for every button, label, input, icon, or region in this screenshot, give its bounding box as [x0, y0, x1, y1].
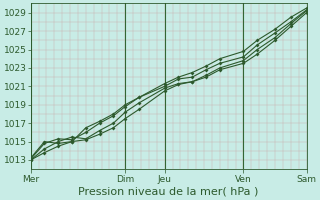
X-axis label: Pression niveau de la mer( hPa ): Pression niveau de la mer( hPa ): [78, 187, 259, 197]
